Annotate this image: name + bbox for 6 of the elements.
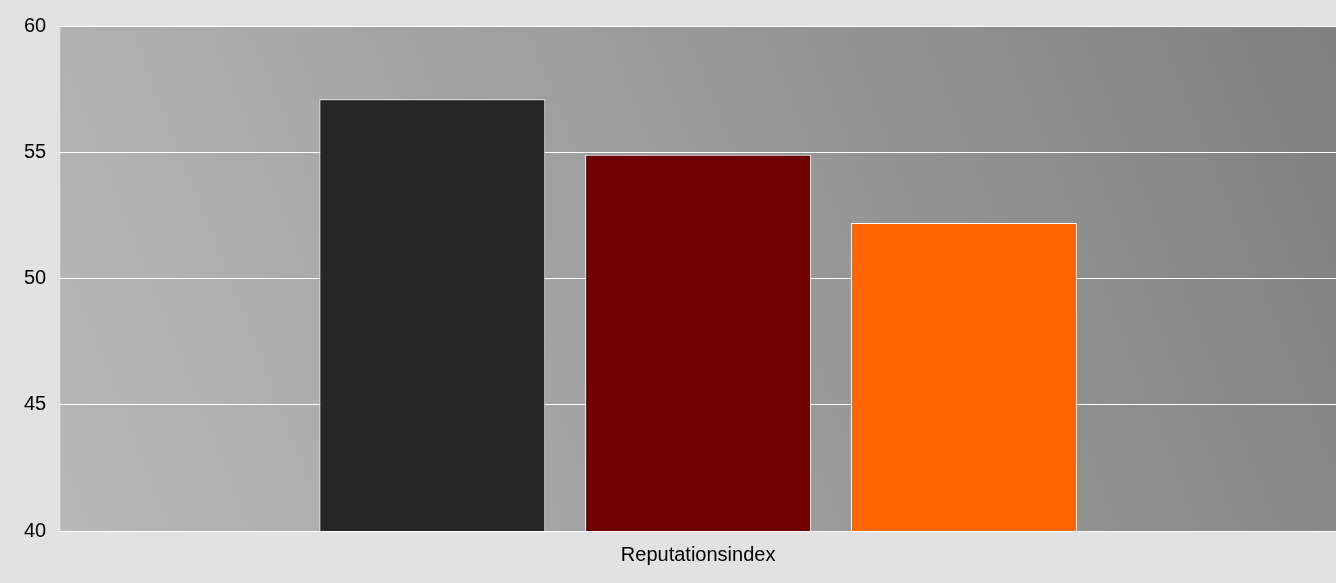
y-tick-label: 40 — [24, 518, 47, 541]
x-tick-label: Reputationsindex — [620, 542, 776, 565]
y-tick-label: 45 — [24, 392, 47, 415]
y-tick-label: 50 — [24, 266, 47, 289]
y-tick-label: 55 — [24, 139, 47, 162]
y-tick-label: 60 — [24, 13, 47, 36]
